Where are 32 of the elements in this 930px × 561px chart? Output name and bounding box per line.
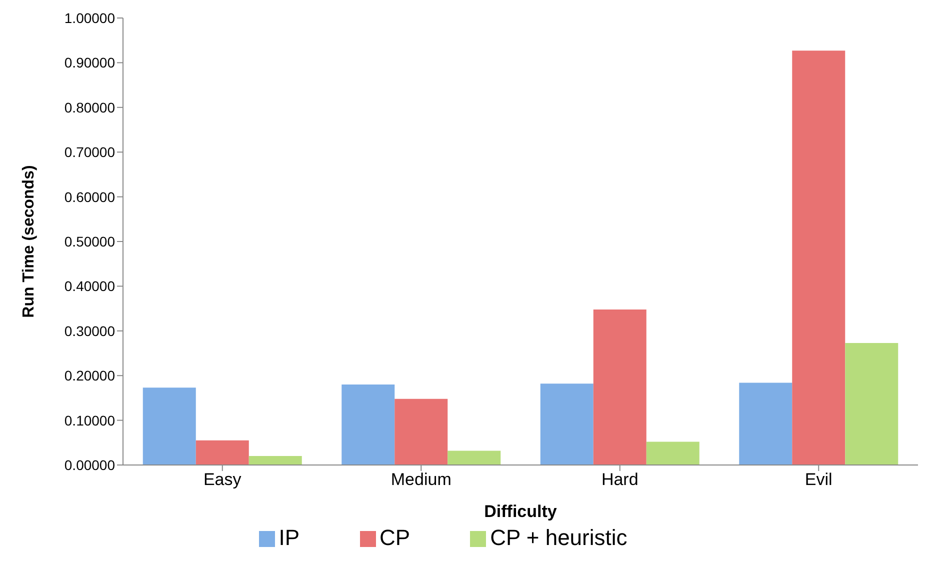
y-tick-label: 0.40000 — [64, 278, 116, 294]
bar — [394, 398, 448, 465]
bar — [248, 456, 302, 465]
y-tick-label: 0.90000 — [64, 54, 116, 71]
legend-label: IP — [278, 525, 300, 550]
x-axis-title: Difficulty — [484, 502, 558, 521]
y-tick-label: 0.50000 — [64, 233, 116, 250]
x-tick-label: Easy — [203, 470, 242, 490]
legend-label: CP — [380, 525, 410, 550]
y-tick-label: 0.10000 — [64, 412, 116, 428]
x-tick-label: Evil — [804, 470, 832, 490]
bar — [342, 384, 395, 465]
bar — [196, 440, 249, 465]
bar — [646, 442, 700, 465]
y-tick-label: 0.70000 — [64, 144, 116, 160]
bar — [739, 382, 792, 465]
y-tick-label: 0.20000 — [64, 368, 116, 384]
x-tick-label: Medium — [390, 470, 452, 490]
y-tick-label: 0.60000 — [64, 188, 116, 205]
x-tick-label: Hard — [601, 470, 638, 490]
bar — [845, 342, 898, 465]
y-tick-label: 0.30000 — [64, 322, 116, 339]
legend-label: CP + heuristic — [490, 525, 628, 550]
bar — [792, 50, 846, 465]
y-axis-title: Run Time (seconds) — [20, 165, 38, 318]
bar — [142, 388, 196, 465]
y-tick-label: 1.00000 — [64, 10, 116, 26]
bar — [448, 450, 501, 465]
y-tick-label: 0.80000 — [64, 99, 116, 116]
bar — [593, 309, 646, 465]
bar — [540, 384, 594, 465]
y-tick-label: 0.00000 — [64, 456, 116, 473]
